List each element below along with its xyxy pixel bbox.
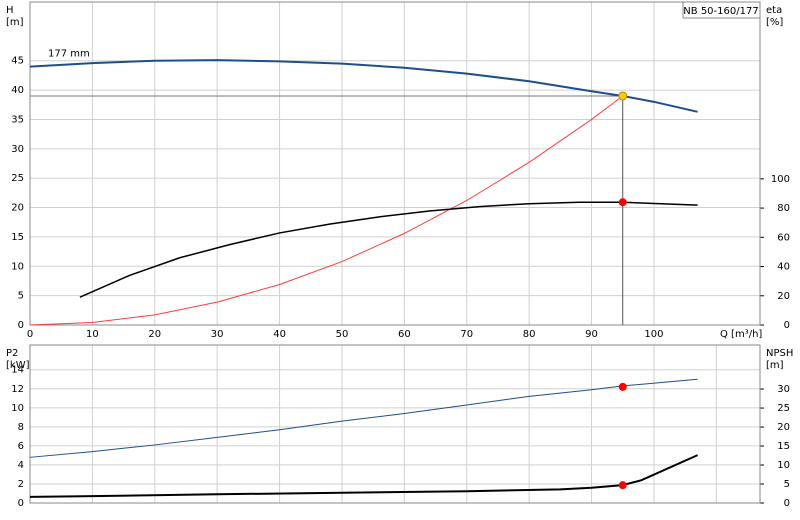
duty-point [618, 91, 628, 101]
y-tick-label: 45 [11, 56, 24, 67]
plot-frame [29, 344, 761, 504]
x-tick-label: 10 [86, 329, 99, 340]
y2-tick-label: 10 [777, 460, 790, 471]
y2-tick-label: 100 [771, 174, 790, 185]
curve [29, 95, 624, 326]
plot-frame [29, 1, 761, 326]
y2-tick-label: 60 [777, 232, 790, 243]
y-tick-label: 40 [11, 85, 24, 96]
x-tick-label: 60 [398, 329, 411, 340]
curve-label: 177 mm [48, 49, 90, 60]
y-axis-unit: [m] [6, 17, 24, 28]
y2-axis-unit: [m] [766, 360, 784, 371]
y-tick-label: 4 [18, 460, 24, 471]
y-axis-unit: [kW] [6, 360, 30, 371]
y2-tick-label: 80 [777, 203, 790, 214]
chart-title: NB 50-160/177 [683, 6, 758, 17]
y-tick-label: 2 [18, 479, 24, 490]
title-box [682, 1, 761, 19]
y-tick-label: 5 [18, 291, 24, 302]
duty-point [618, 481, 627, 490]
y2-axis-label: NPSH [766, 348, 793, 359]
y-tick-label: 20 [11, 203, 24, 214]
x-tick-label: 100 [644, 329, 663, 340]
y-tick-label: 12 [11, 384, 24, 395]
curve [79, 201, 698, 298]
y-tick-label: 35 [11, 114, 24, 125]
y2-tick-label: 15 [777, 441, 790, 452]
x-tick-label: 0 [27, 329, 33, 340]
curve [29, 454, 699, 498]
x-axis-label: Q [m³/h] [720, 329, 762, 340]
y-tick-label: 6 [18, 441, 24, 452]
y2-tick-label: 20 [777, 291, 790, 302]
y-tick-label: 25 [11, 173, 24, 184]
y-tick-label: 0 [18, 498, 24, 509]
curve [29, 378, 698, 458]
y2-tick-label: 5 [784, 479, 790, 490]
x-tick-label: 30 [211, 329, 224, 340]
x-tick-label: 80 [523, 329, 536, 340]
duty-point [618, 382, 627, 391]
y2-axis-unit: [%] [766, 17, 783, 28]
y-axis-label: H [6, 5, 14, 16]
y-tick-label: 15 [11, 232, 24, 243]
y2-tick-label: 30 [777, 384, 790, 395]
y2-tick-label: 20 [777, 422, 790, 433]
y2-tick-label: 0 [784, 320, 790, 331]
x-tick-label: 20 [148, 329, 161, 340]
duty-point [618, 198, 627, 207]
y-tick-label: 14 [11, 365, 24, 376]
y2-tick-label: 25 [777, 403, 790, 414]
x-tick-label: 70 [460, 329, 473, 340]
y-axis-label: P2 [6, 348, 18, 359]
y2-tick-label: 0 [784, 498, 790, 509]
y-tick-label: 8 [18, 422, 24, 433]
x-tick-label: 40 [273, 329, 286, 340]
x-tick-label: 90 [585, 329, 598, 340]
y2-axis-label: eta [766, 5, 782, 16]
curve [29, 59, 698, 113]
y-tick-label: 30 [11, 144, 24, 155]
x-tick-label: 50 [336, 329, 349, 340]
y-tick-label: 10 [11, 403, 24, 414]
y-tick-label: 0 [18, 320, 24, 331]
y2-tick-label: 40 [777, 262, 790, 273]
y-tick-label: 10 [11, 261, 24, 272]
